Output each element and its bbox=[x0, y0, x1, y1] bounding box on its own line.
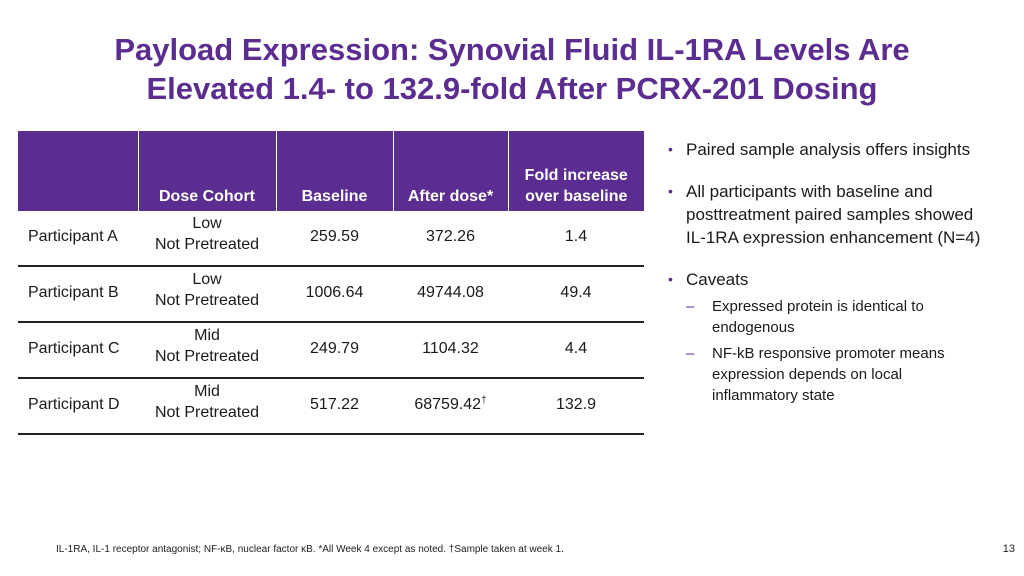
header-participant bbox=[18, 131, 138, 211]
after-dose-cell: 372.26 bbox=[393, 211, 508, 267]
fold-cell: 4.4 bbox=[508, 322, 644, 379]
dash-icon: – bbox=[686, 345, 695, 362]
after-dose-cell: 49744.08 bbox=[393, 266, 508, 323]
bullet-list: • Paired sample analysis offers insights… bbox=[668, 138, 988, 406]
dose-cohort-cell: Low Not Pretreated bbox=[138, 266, 276, 323]
sub-bullet-item: – NF-kB responsive promoter means expres… bbox=[686, 345, 945, 404]
table-row: Participant C Mid Not Pretreated 249.79 … bbox=[18, 322, 644, 379]
dash-icon: – bbox=[686, 298, 695, 315]
dagger-mark: † bbox=[481, 394, 487, 406]
bullet-item: • Paired sample analysis offers insights bbox=[668, 140, 971, 159]
participant-cell: Participant C bbox=[18, 322, 138, 379]
table-row: Participant D Mid Not Pretreated 517.22 … bbox=[18, 378, 644, 435]
table-header-row: Dose Cohort Baseline After dose* Fold in… bbox=[18, 131, 644, 211]
after-dose-cell: 68759.42† bbox=[393, 378, 508, 435]
baseline-cell: 259.59 bbox=[276, 211, 393, 267]
sub-bullet-item: – Expressed protein is identical to endo… bbox=[686, 298, 924, 336]
fold-cell: 132.9 bbox=[508, 378, 644, 435]
baseline-cell: 249.79 bbox=[276, 322, 393, 379]
fold-cell: 1.4 bbox=[508, 211, 644, 267]
participant-cell: Participant B bbox=[18, 266, 138, 323]
header-baseline: Baseline bbox=[275, 131, 393, 211]
page-number: 13 bbox=[1002, 543, 1015, 555]
bullet-dot-icon: • bbox=[668, 271, 673, 287]
table-row: Participant B Low Not Pretreated 1006.64… bbox=[18, 266, 644, 323]
participant-cell: Participant A bbox=[18, 211, 138, 267]
header-fold-increase: Fold increase over baseline bbox=[507, 131, 644, 211]
fold-cell: 49.4 bbox=[508, 266, 644, 323]
footnote: IL-1RA, IL-1 receptor antagonist; NF-κB,… bbox=[56, 544, 564, 555]
header-after-dose: After dose* bbox=[392, 131, 508, 211]
title-line-2: Elevated 1.4- to 132.9-fold After PCRX-2… bbox=[146, 71, 878, 106]
bullet-dot-icon: • bbox=[668, 141, 673, 157]
table-row: Participant A Low Not Pretreated 259.59 … bbox=[18, 211, 644, 267]
dose-cohort-cell: Mid Not Pretreated bbox=[138, 378, 276, 435]
baseline-cell: 1006.64 bbox=[276, 266, 393, 323]
bullet-dot-icon: • bbox=[668, 183, 673, 199]
dose-cohort-cell: Mid Not Pretreated bbox=[138, 322, 276, 379]
slide-title: Payload Expression: Synovial Fluid IL-1R… bbox=[40, 30, 984, 108]
participant-cell: Participant D bbox=[18, 378, 138, 435]
il1ra-table: Dose Cohort Baseline After dose* Fold in… bbox=[18, 131, 644, 435]
after-dose-cell: 1104.32 bbox=[393, 322, 508, 379]
baseline-cell: 517.22 bbox=[276, 378, 393, 435]
bullet-item: • All participants with baseline and pos… bbox=[668, 182, 981, 247]
title-line-1: Payload Expression: Synovial Fluid IL-1R… bbox=[114, 32, 910, 67]
dose-cohort-cell: Low Not Pretreated bbox=[138, 211, 276, 267]
bullet-item: • Caveats – Expressed protein is identic… bbox=[668, 268, 988, 406]
header-dose-cohort: Dose Cohort bbox=[137, 131, 276, 211]
